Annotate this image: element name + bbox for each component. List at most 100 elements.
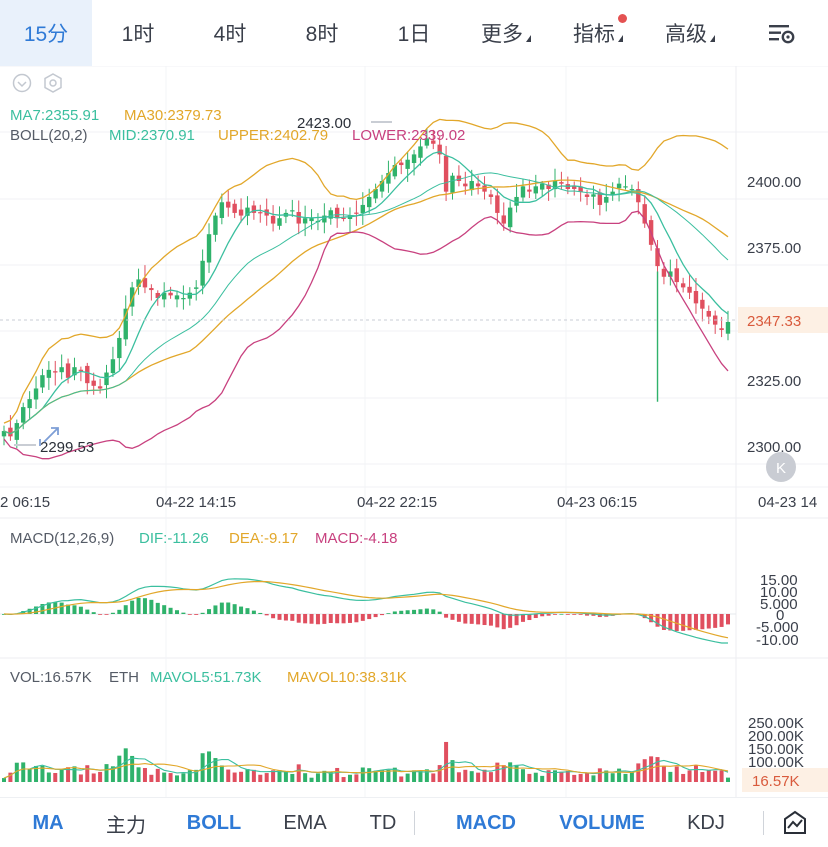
volume-bar: [565, 770, 570, 782]
mavol10-label: MAVOL10:38.31K: [287, 669, 407, 686]
indicator-volume[interactable]: VOLUME: [548, 798, 656, 847]
macd-bar: [553, 614, 558, 615]
macd-dif-line: [3, 578, 728, 644]
caret-icon: [618, 34, 623, 42]
candle-body: [680, 283, 686, 288]
tab-4h[interactable]: 4时: [184, 0, 276, 66]
volume-bar: [674, 766, 679, 782]
macd-dea-line: [3, 580, 729, 639]
candle-body: [232, 203, 237, 213]
vol-tick-label: 200.00K: [748, 728, 804, 745]
volume-bar: [181, 773, 186, 782]
macd-bar: [693, 614, 698, 630]
drawing-tools-button[interactable]: [772, 798, 818, 847]
y-tick-label: 2300.00: [747, 439, 801, 456]
tab-label: 1日: [397, 23, 431, 46]
candle-body: [14, 423, 20, 440]
candle-body: [501, 215, 506, 224]
toggle-eye-icon[interactable]: [12, 73, 32, 93]
macd-bar: [168, 607, 173, 614]
macd-bar: [335, 614, 340, 624]
indicator-ma[interactable]: MA: [18, 798, 78, 847]
macd-bar: [296, 614, 301, 623]
tab-15m[interactable]: 15分: [0, 0, 92, 66]
macd-bar: [380, 614, 385, 616]
indicator-boll[interactable]: BOLL: [178, 798, 250, 847]
divider: [763, 811, 764, 835]
macd-bar: [488, 614, 493, 626]
indicator-kdj[interactable]: KDJ: [676, 798, 736, 847]
macd-bar: [585, 614, 590, 616]
volume-bar: [553, 770, 558, 782]
macd-tick-label: -5.000: [756, 619, 799, 636]
macd-bar: [136, 597, 141, 614]
indicator-td[interactable]: TD: [355, 798, 411, 847]
candle-body: [219, 202, 225, 218]
volume-bar: [431, 773, 436, 782]
ma30-label: MA30:2379.73: [124, 107, 222, 124]
candle-body: [258, 212, 263, 214]
volume-bar: [604, 770, 609, 782]
volume-bar: [726, 777, 730, 782]
macd-bar: [412, 609, 417, 614]
kline-chart[interactable]: MA7:2355.91 MA30:2379.73 BOLL(20,2) MID:…: [0, 66, 828, 797]
macd-bar: [232, 604, 237, 614]
tab-label: 更多: [481, 23, 523, 46]
tab-indicators[interactable]: 指标: [552, 0, 644, 66]
candle-body: [693, 290, 699, 304]
candle-body: [559, 182, 564, 184]
boll-upper-line: [3, 118, 729, 424]
tab-more[interactable]: 更多: [460, 0, 552, 66]
collapse-axis-button[interactable]: K: [766, 452, 796, 482]
volume-bar: [34, 765, 39, 782]
candle-body: [379, 181, 385, 192]
candle-body: [33, 388, 39, 400]
chart-settings-button[interactable]: [752, 0, 812, 66]
candle-body: [334, 207, 340, 219]
volume-bar: [2, 778, 6, 782]
indicator-zhuli[interactable]: 主力: [96, 798, 156, 847]
volume-bar: [315, 773, 320, 782]
volume-bar: [136, 767, 141, 782]
candle-body: [360, 204, 365, 214]
macd-bar: [572, 614, 577, 615]
candle-body: [373, 188, 378, 199]
indicator-macd[interactable]: MACD: [448, 798, 524, 847]
mavol10-line: [3, 763, 729, 779]
candle-body: [8, 427, 13, 437]
vol-tick-label: 100.00K: [748, 754, 804, 771]
tab-1h[interactable]: 1时: [92, 0, 184, 66]
candle-body: [418, 146, 423, 158]
mavol5-label: MAVOL5:51.73K: [150, 669, 261, 686]
macd-bar: [559, 613, 564, 615]
candle-body: [539, 183, 545, 190]
tab-advanced[interactable]: 高级: [644, 0, 736, 66]
macd-bar: [700, 614, 705, 630]
candle-body: [213, 215, 218, 235]
macd-bar: [501, 614, 506, 630]
indicator-ema[interactable]: EMA: [275, 798, 335, 847]
ma7-label: MA7:2355.91: [10, 107, 99, 124]
volume-bar: [597, 768, 602, 782]
x-tick-label: 04-23 06:15: [557, 494, 637, 511]
boll-lower-label: LOWER:2339.02: [352, 127, 465, 144]
volume-bar: [187, 770, 192, 782]
candle-body: [456, 175, 462, 181]
macd-bar: [59, 602, 64, 614]
volume-bar: [303, 773, 308, 782]
tab-1d[interactable]: 1日: [368, 0, 460, 66]
candle-body: [411, 154, 417, 164]
macd-bar: [546, 614, 551, 616]
volume-bar: [444, 741, 449, 782]
volume-bar: [610, 773, 615, 782]
indicator-settings-icon[interactable]: [44, 73, 62, 93]
macd-bar: [200, 612, 205, 614]
volume-bar: [713, 770, 718, 782]
expand-icon[interactable]: [39, 427, 59, 446]
candles-layer: [1, 128, 731, 449]
vol-tick-label: 250.00K: [748, 715, 804, 732]
tab-8h[interactable]: 8时: [276, 0, 368, 66]
volume-bar: [392, 767, 397, 782]
volume-bar: [277, 770, 282, 782]
volume-panel: [2, 741, 730, 782]
